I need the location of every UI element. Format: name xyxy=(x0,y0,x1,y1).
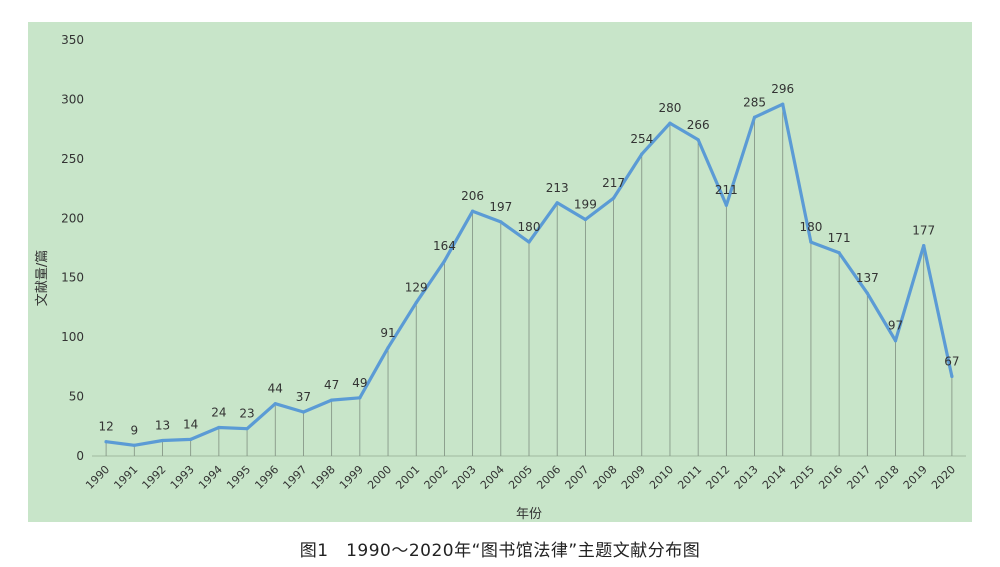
data-label: 47 xyxy=(324,378,339,392)
data-label: 217 xyxy=(602,176,625,190)
y-tick-label: 50 xyxy=(69,390,84,404)
y-tick-label: 250 xyxy=(61,152,84,166)
data-point xyxy=(330,398,334,402)
data-point xyxy=(414,301,418,305)
data-label: 197 xyxy=(489,200,512,214)
data-point xyxy=(217,425,221,430)
data-point xyxy=(640,152,644,156)
data-point xyxy=(837,251,841,255)
y-tick-label: 350 xyxy=(61,33,84,47)
data-point xyxy=(499,220,503,224)
data-point xyxy=(922,244,926,248)
data-point xyxy=(668,121,672,125)
data-label: 180 xyxy=(799,220,822,234)
data-point xyxy=(555,201,559,205)
data-label: 9 xyxy=(130,423,138,437)
data-point xyxy=(781,102,785,106)
data-label: 254 xyxy=(630,132,653,146)
y-axis-title: 文献量/篇 xyxy=(35,250,50,306)
data-point xyxy=(583,217,587,222)
chart-background xyxy=(28,22,972,522)
data-label: 37 xyxy=(296,390,311,404)
data-point xyxy=(442,259,447,263)
data-point xyxy=(160,438,165,443)
data-label: 14 xyxy=(183,417,198,431)
data-label: 44 xyxy=(268,382,283,396)
data-label: 13 xyxy=(155,419,170,433)
data-label: 49 xyxy=(352,376,367,390)
data-point xyxy=(301,410,306,414)
x-axis-title: 年份 xyxy=(516,507,542,522)
data-point xyxy=(471,209,475,213)
data-point xyxy=(752,115,757,119)
data-point xyxy=(696,138,700,142)
data-point xyxy=(132,443,136,447)
y-tick-label: 100 xyxy=(61,330,84,344)
data-label: 12 xyxy=(98,420,113,434)
y-tick-label: 200 xyxy=(61,211,84,225)
chart-area: 0 50 100 150 200 250 300 350 12 9 13 14 24 23 44 37 47 49… xyxy=(28,22,972,522)
data-label: 280 xyxy=(659,101,682,115)
data-point xyxy=(386,346,390,350)
data-label: 91 xyxy=(380,326,395,340)
data-point xyxy=(245,427,249,431)
data-point xyxy=(809,240,813,244)
data-label: 97 xyxy=(888,319,903,333)
data-label: 177 xyxy=(912,224,935,238)
data-label: 199 xyxy=(574,197,597,211)
data-label: 211 xyxy=(715,183,738,197)
data-label: 171 xyxy=(828,231,851,245)
data-label: 180 xyxy=(518,220,541,234)
data-label: 24 xyxy=(211,405,226,419)
data-label: 129 xyxy=(405,281,428,295)
data-label: 164 xyxy=(433,239,456,253)
y-tick-label: 150 xyxy=(61,271,84,285)
data-point xyxy=(893,339,898,343)
data-label: 266 xyxy=(687,118,710,132)
figure-caption: 图1 1990～2020年“图书馆法律”主题文献分布图 xyxy=(299,541,701,561)
data-point xyxy=(724,203,728,207)
data-label: 23 xyxy=(239,407,254,421)
data-label: 67 xyxy=(944,354,959,368)
data-point xyxy=(950,374,954,378)
y-tick-label: 0 xyxy=(76,449,84,463)
data-label: 213 xyxy=(546,181,569,195)
data-label: 285 xyxy=(743,95,766,109)
data-point xyxy=(104,440,108,444)
data-label: 206 xyxy=(461,189,484,203)
data-label: 137 xyxy=(856,271,879,285)
data-label: 296 xyxy=(771,82,794,96)
y-tick-label: 300 xyxy=(61,92,84,106)
data-point xyxy=(865,291,869,295)
data-point xyxy=(273,402,277,406)
data-point xyxy=(611,196,616,200)
data-point xyxy=(527,240,531,244)
data-point xyxy=(189,437,193,441)
data-point xyxy=(358,396,362,400)
